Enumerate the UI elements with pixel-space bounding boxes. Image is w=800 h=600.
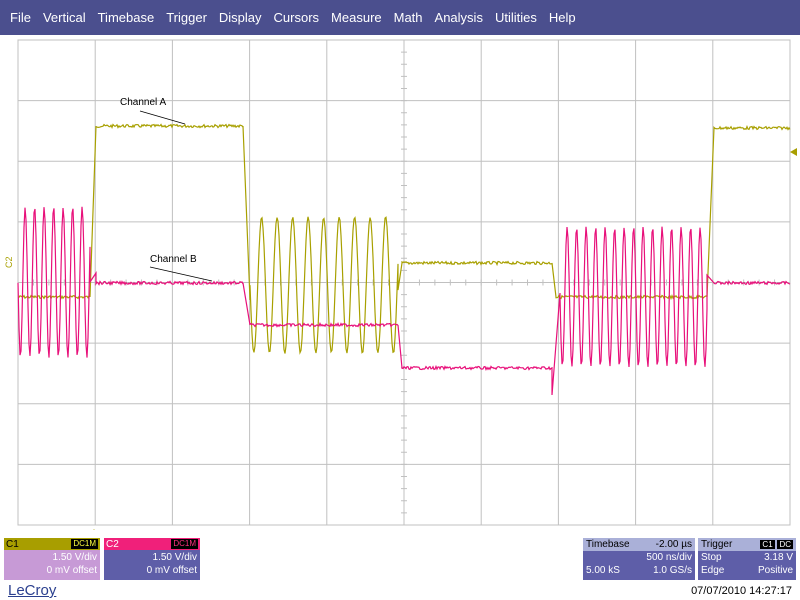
channel-b-leader [149, 266, 213, 282]
timebase-tdiv: 500 ns/div [646, 552, 692, 563]
c1-descriptor[interactable]: C1 DC1M 1.50 V/div 0 mV offset [4, 538, 100, 580]
c1-vdiv: 1.50 V/div [52, 552, 97, 563]
c2-vdiv: 1.50 V/div [152, 552, 197, 563]
trigger-slope: Positive [757, 565, 793, 576]
menu-utilities[interactable]: Utilities [494, 10, 537, 25]
c2-descriptor[interactable]: C2 DC1M 1.50 V/div 0 mV offset [104, 538, 200, 580]
timebase-samples: 5.00 kS [586, 565, 620, 576]
channel-a-label: Channel A [120, 97, 167, 108]
channel-b-label: Channel B [150, 254, 197, 265]
lecroy-logo: LeCroy [8, 582, 57, 599]
menu-vertical[interactable]: Vertical [42, 10, 86, 25]
timebase-rate: 1.0 GS/s [653, 565, 692, 576]
menu-help[interactable]: Help [548, 10, 576, 25]
timebase-delay: -2.00 µs [655, 539, 692, 550]
trigger-level-marker[interactable] [790, 148, 797, 156]
c1-name: C1 [6, 538, 19, 550]
status-panel: C1 DC1M 1.50 V/div 0 mV offset C2 DC1M 1.5… [0, 530, 800, 600]
channel-a-leader [139, 110, 186, 125]
c2-offset: 0 mV offset [146, 565, 197, 576]
datetime: 07/07/2010 14:27:17 [691, 585, 792, 597]
menu-math[interactable]: Math [393, 10, 423, 25]
c1-offset: 0 mV offset [46, 565, 97, 576]
channel-a-trace [17, 123, 791, 355]
c1-coupling: DC1M [71, 539, 98, 549]
menu-file[interactable]: File [10, 10, 31, 25]
trigger-mode: Stop [701, 552, 722, 563]
menu-bar: File Vertical Timebase Trigger Display Cursor… [0, 0, 800, 35]
channel-marker-c2: C2 [4, 256, 14, 268]
trigger-level: 3.18 V [764, 552, 793, 563]
waveform-display[interactable] [0, 35, 800, 530]
c2-name: C2 [106, 538, 119, 550]
menu-analysis[interactable]: Analysis [434, 10, 483, 25]
menu-display[interactable]: Display [218, 10, 262, 25]
timebase-descriptor[interactable]: Timebase -2.00 µs 500 ns/div 5.00 kS 1.0 G… [583, 538, 695, 580]
trigger-coupling: DC [777, 540, 793, 549]
trigger-type: Edge [701, 565, 725, 576]
menu-trigger[interactable]: Trigger [166, 10, 207, 25]
menu-timebase[interactable]: Timebase [97, 10, 155, 25]
trigger-descriptor[interactable]: Trigger C1 DC Stop 3.18 V Edge Positive [698, 538, 796, 580]
menu-cursors[interactable]: Cursors [273, 10, 320, 25]
timebase-label: Timebase [586, 539, 630, 550]
trigger-source: C1 [760, 540, 775, 549]
menu-measure[interactable]: Measure [331, 10, 382, 25]
c2-coupling: DC1M [171, 539, 198, 549]
channel-b-trace [17, 206, 791, 396]
trigger-label: Trigger [701, 539, 733, 550]
